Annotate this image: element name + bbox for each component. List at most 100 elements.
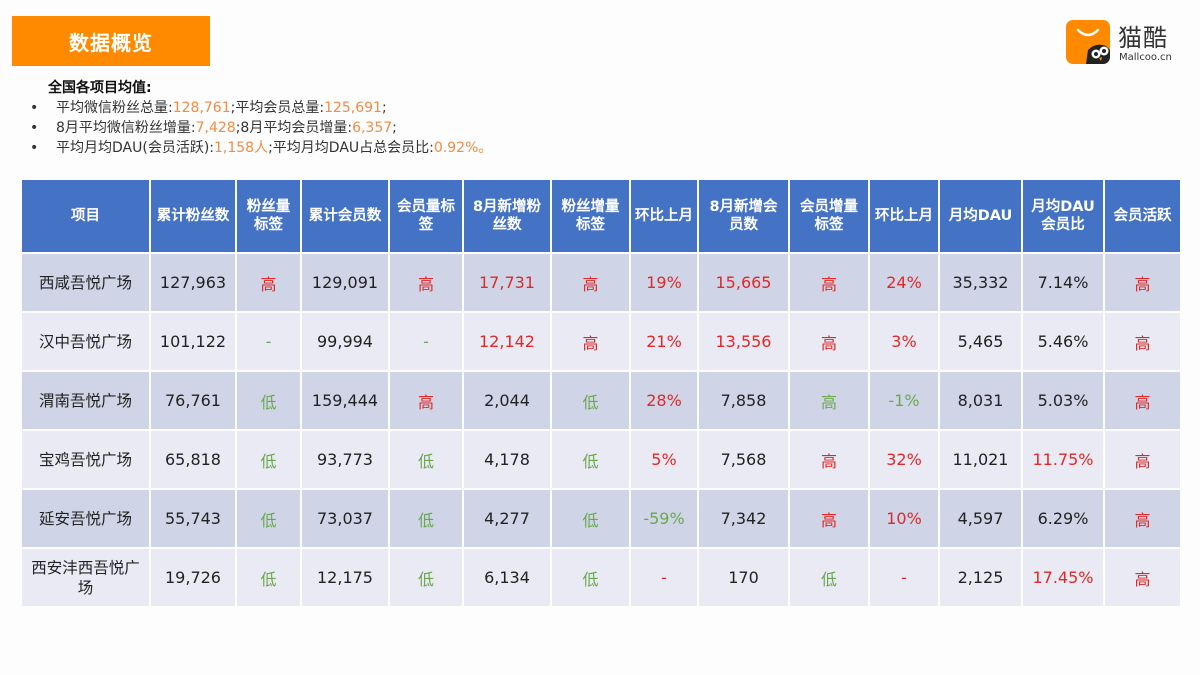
column-header: 环比上月 xyxy=(629,178,699,254)
table-cell: 129,091 xyxy=(300,252,390,313)
column-header: 月均DAU会员比 xyxy=(1021,178,1105,254)
column-header: 月均DAU xyxy=(938,178,1023,254)
table-cell: 低 xyxy=(235,547,302,608)
table-header-row: 项目 累计粉丝数 粉丝量标签 累计会员数 会员量标签 8月新增粉丝数 粉丝增量标签 环比上月 8… xyxy=(20,178,1182,254)
summary-value: 125,691 xyxy=(324,100,382,116)
table-cell: 高 xyxy=(550,311,631,372)
logo-text-en: Mallcoo.cn xyxy=(1119,52,1172,63)
table-cell: 19% xyxy=(629,252,699,313)
table-cell: 4,597 xyxy=(938,488,1023,549)
project-name-cell: 西安沣西吾悦广场 xyxy=(20,547,151,608)
table-cell: -59% xyxy=(629,488,699,549)
table-cell: 7,568 xyxy=(697,429,790,490)
table-cell: 高 xyxy=(235,252,302,313)
project-name-cell: 渭南吾悦广场 xyxy=(20,370,151,431)
table-cell: 5.46% xyxy=(1021,311,1105,372)
summary-item: 8月平均微信粉丝增量:7,428;8月平均会员增量:6,357; xyxy=(28,118,492,138)
table-cell: 159,444 xyxy=(300,370,390,431)
table-row: 汉中吾悦广场 101,122-99,994-12,142 高 21% 13,556 高 3%… xyxy=(20,311,1182,372)
table-cell: 10% xyxy=(868,488,940,549)
project-name-cell: 汉中吾悦广场 xyxy=(20,311,151,372)
summary-list: 平均微信粉丝总量:128,761;平均会员总量:125,691;8月平均微信粉丝… xyxy=(30,98,492,158)
table-cell: 127,963 xyxy=(149,252,237,313)
table-cell: 99,994 xyxy=(300,311,390,372)
table-cell: 高 xyxy=(1103,547,1182,608)
table-cell: 高 xyxy=(388,252,464,313)
table-cell: - xyxy=(868,547,940,608)
project-data-table: 项目 累计粉丝数 粉丝量标签 累计会员数 会员量标签 8月新增粉丝数 粉丝增量标签 环比上月 8… xyxy=(20,178,1182,608)
table-cell: 11,021 xyxy=(938,429,1023,490)
table-cell: 11.75% xyxy=(1021,429,1105,490)
table-cell: 2,125 xyxy=(938,547,1023,608)
project-name-cell: 延安吾悦广场 xyxy=(20,488,151,549)
table-body: 西咸吾悦广场 127,963 高 129,091 高 17,731 高 19% 15,665 高 2… xyxy=(20,252,1182,608)
table-cell: 6.29% xyxy=(1021,488,1105,549)
table-cell: 高 xyxy=(788,252,870,313)
mallcoo-logo: 猫酷 Mallcoo.cn xyxy=(1066,18,1186,66)
summary-label: ;8月平均会员增量: xyxy=(235,120,353,136)
table-cell: 8,031 xyxy=(938,370,1023,431)
table-cell: 低 xyxy=(235,370,302,431)
summary-label: 8月平均微信粉丝增量: xyxy=(56,120,196,136)
table-cell: 高 xyxy=(788,429,870,490)
table-cell: 101,122 xyxy=(149,311,237,372)
table-row: 渭南吾悦广场 76,761 低 159,444 高 2,044 低 28% 7,858 高 -1% 8… xyxy=(20,370,1182,431)
table-cell: - xyxy=(388,311,464,372)
table-cell: 高 xyxy=(1103,429,1182,490)
column-header: 累计会员数 xyxy=(300,178,390,254)
table-cell: 低 xyxy=(388,547,464,608)
table-cell: 4,178 xyxy=(462,429,552,490)
table-cell: 高 xyxy=(550,252,631,313)
table-cell: 高 xyxy=(788,488,870,549)
shopping-bag-owl-icon xyxy=(1066,20,1110,64)
table-cell: 高 xyxy=(1103,488,1182,549)
table-cell: 55,743 xyxy=(149,488,237,549)
summary-item: 平均微信粉丝总量:128,761;平均会员总量:125,691; xyxy=(28,98,492,118)
column-header: 粉丝量标签 xyxy=(235,178,302,254)
summary-label: ;平均会员总量: xyxy=(230,100,325,116)
summary-label: ;平均月均DAU占总会员比: xyxy=(268,140,434,156)
table-cell: 7,858 xyxy=(697,370,790,431)
table-cell: -1% xyxy=(868,370,940,431)
table-cell: 4,277 xyxy=(462,488,552,549)
page-title-banner: 数据概览 xyxy=(12,16,210,66)
column-header: 累计粉丝数 xyxy=(149,178,237,254)
summary-value: 1,158人 xyxy=(214,140,269,156)
table-cell: 高 xyxy=(1103,370,1182,431)
column-header: 会员增量标签 xyxy=(788,178,870,254)
summary-value: 0.92%。 xyxy=(433,140,493,156)
summary-item: 平均月均DAU(会员活跃):1,158人;平均月均DAU占总会员比:0.92%。 xyxy=(28,138,492,158)
table-cell: 93,773 xyxy=(300,429,390,490)
table-cell: 76,761 xyxy=(149,370,237,431)
table-row: 延安吾悦广场 55,743 低 73,037 低 4,277 低 -59% 7,342 高 10% 4… xyxy=(20,488,1182,549)
table-cell: 低 xyxy=(550,370,631,431)
column-header: 项目 xyxy=(20,178,151,254)
table-cell: 低 xyxy=(550,488,631,549)
column-header: 粉丝增量标签 xyxy=(550,178,631,254)
table-cell: 21% xyxy=(629,311,699,372)
table-cell: 2,044 xyxy=(462,370,552,431)
table-row: 西咸吾悦广场 127,963 高 129,091 高 17,731 高 19% 15,665 高 2… xyxy=(20,252,1182,313)
table-cell: 低 xyxy=(235,429,302,490)
table-cell: 7,342 xyxy=(697,488,790,549)
national-averages-summary: 全国各项目均值: 平均微信粉丝总量:128,761;平均会员总量:125,691… xyxy=(30,78,492,158)
table-cell: 5% xyxy=(629,429,699,490)
table-cell: 15,665 xyxy=(697,252,790,313)
table-cell: 12,142 xyxy=(462,311,552,372)
table-cell: 低 xyxy=(388,488,464,549)
summary-label: 平均微信粉丝总量: xyxy=(56,100,173,116)
table-row: 宝鸡吾悦广场 65,818 低 93,773 低 4,178 低 5% 7,568 高 32% 11,… xyxy=(20,429,1182,490)
project-name-cell: 宝鸡吾悦广场 xyxy=(20,429,151,490)
table-cell: 高 xyxy=(788,370,870,431)
table-cell: 12,175 xyxy=(300,547,390,608)
column-header: 会员量标签 xyxy=(388,178,464,254)
table-cell: 5.03% xyxy=(1021,370,1105,431)
project-name-cell: 西咸吾悦广场 xyxy=(20,252,151,313)
table-cell: 6,134 xyxy=(462,547,552,608)
table-row: 西安沣西吾悦广场 19,726 低 12,175 低 6,134 低 -170 低 -2,125 1… xyxy=(20,547,1182,608)
table-cell: 170 xyxy=(697,547,790,608)
table-cell: 5,465 xyxy=(938,311,1023,372)
column-header: 环比上月 xyxy=(868,178,940,254)
table-cell: 28% xyxy=(629,370,699,431)
table-cell: 3% xyxy=(868,311,940,372)
